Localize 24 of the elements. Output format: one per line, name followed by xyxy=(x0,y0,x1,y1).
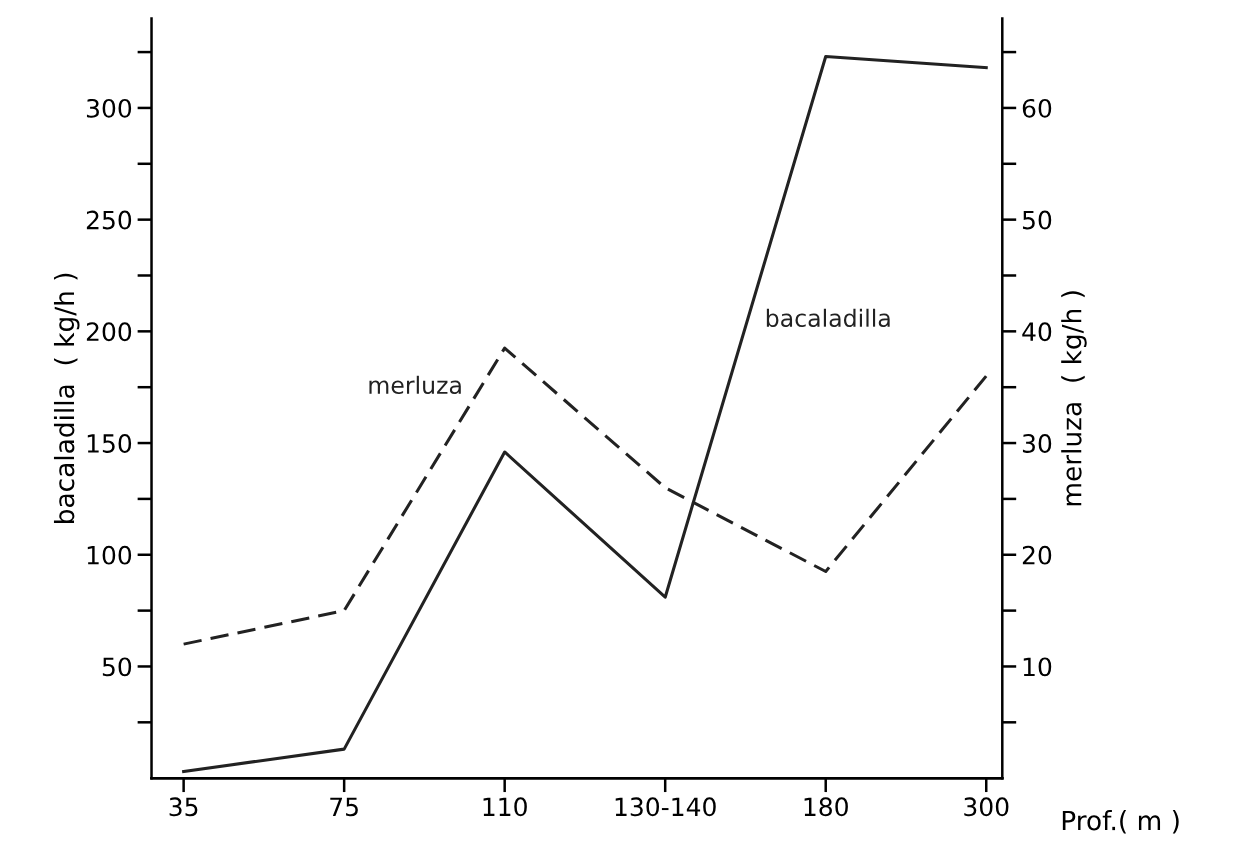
y-tick-label: 250 xyxy=(86,210,132,230)
line-series xyxy=(182,55,988,773)
x-axis-title: Prof.( m ) xyxy=(1062,810,1179,834)
series-label: merluza xyxy=(369,375,461,395)
x-tick-label: 75 xyxy=(330,797,358,817)
y-tick-label: 200 xyxy=(86,322,132,342)
y2-tick-label: 60 xyxy=(1022,98,1052,118)
x-tick-label: 300 xyxy=(964,797,1009,817)
y2-tick-label: 50 xyxy=(1022,210,1052,230)
y-axis-title: bacaladilla ( kg/h ) xyxy=(53,273,80,523)
x-tick-label: 110 xyxy=(483,797,527,817)
y2-axis-title: merluza ( kg/h ) xyxy=(1061,291,1087,506)
y2-tick-label: 30 xyxy=(1022,433,1052,453)
x-tick-label: 130-140 xyxy=(615,797,716,817)
y2-tick-label: 10 xyxy=(1023,657,1052,677)
series-label: bacaladilla xyxy=(766,308,890,328)
y-tick-label: 300 xyxy=(86,98,132,118)
y-tick-label: 50 xyxy=(102,657,132,677)
y2-tick-label: 20 xyxy=(1022,545,1052,565)
x-tick-label: 35 xyxy=(169,797,198,817)
y-tick-label: 100 xyxy=(87,545,132,565)
x-tick-label: 180 xyxy=(804,797,848,817)
y2-tick-label: 40 xyxy=(1022,322,1052,342)
y-tick-label: 150 xyxy=(87,433,132,453)
